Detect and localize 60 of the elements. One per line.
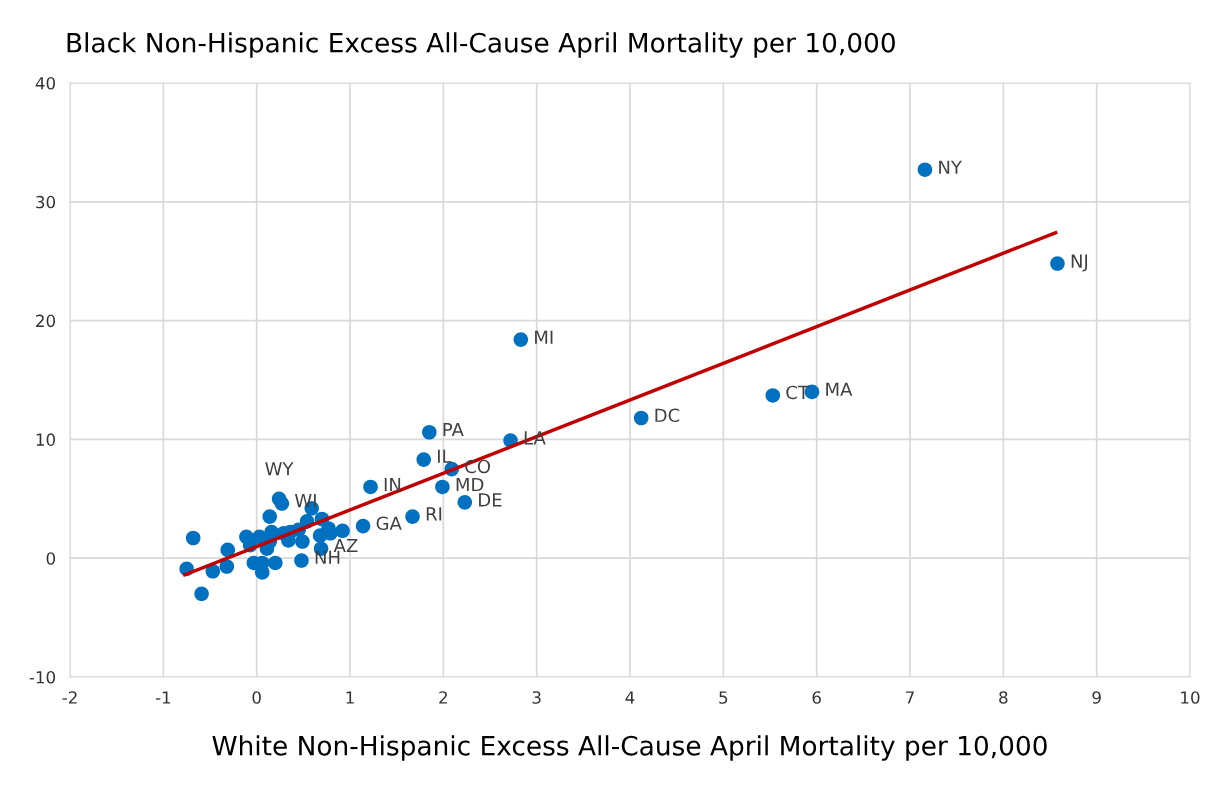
- x-tick-label: 2: [439, 691, 447, 704]
- x-tick-label: 6: [812, 691, 821, 704]
- annotation: IN: [384, 477, 401, 492]
- annotation: CO: [465, 459, 491, 474]
- y-tick-label: 20: [36, 314, 55, 328]
- point: [335, 523, 350, 539]
- annotation: WY: [265, 462, 294, 476]
- x-tick-label: -2: [62, 691, 77, 704]
- point: [513, 332, 529, 347]
- point: [219, 559, 235, 574]
- annotation: RI: [426, 507, 442, 521]
- point: [416, 452, 432, 467]
- point: [220, 542, 236, 558]
- x-tick-label: 7: [906, 691, 914, 704]
- x-tick-label: 4: [625, 691, 635, 704]
- y-tick-label: -10: [29, 670, 56, 684]
- x-axis-title: White Non-Hispanic Excess All-Cause April Mortality per 10,000: [212, 735, 1047, 761]
- x-tick-label: 3: [532, 691, 541, 704]
- x-tick-label: 0: [252, 691, 261, 704]
- y-tick-label: 0: [46, 552, 55, 565]
- annotation: GA: [376, 516, 402, 531]
- annotation: NY: [939, 160, 962, 174]
- point: [422, 424, 437, 440]
- point: [355, 518, 371, 534]
- point: [917, 162, 933, 178]
- x-tick-label: 1: [346, 691, 354, 704]
- point: [268, 555, 283, 571]
- x-tick-label: -1: [155, 691, 171, 704]
- point: [185, 530, 201, 546]
- point: [294, 553, 309, 568]
- point: [633, 410, 649, 426]
- y-tick-label: 40: [35, 76, 55, 90]
- x-tick-label: 9: [1092, 691, 1101, 704]
- point: [262, 509, 278, 524]
- point: [1050, 256, 1065, 271]
- point: [765, 388, 781, 403]
- annotation: PA: [443, 422, 464, 437]
- x-tick-label: 5: [719, 691, 728, 704]
- annotation: IL: [438, 449, 452, 463]
- point: [274, 496, 290, 511]
- point: [457, 495, 473, 510]
- annotation: AZ: [333, 538, 358, 553]
- annotation: MD: [456, 477, 484, 492]
- annotation: MI: [535, 330, 553, 344]
- point: [363, 479, 378, 495]
- x-tick-label: 10: [1181, 691, 1200, 704]
- y-tick-label: 10: [36, 433, 55, 446]
- point: [194, 586, 209, 602]
- point: [435, 479, 450, 495]
- annotation: NJ: [1071, 254, 1088, 272]
- chart-title: Black Non-Hispanic Excess All-Cause April Mortality per 10,000: [67, 32, 895, 58]
- x-tick-label: 8: [999, 691, 1008, 704]
- point: [295, 534, 310, 549]
- annotation: DE: [479, 493, 502, 507]
- annotation: MA: [826, 382, 853, 396]
- annotation: NH: [315, 550, 340, 564]
- annotation: DC: [655, 408, 680, 423]
- point: [405, 509, 420, 524]
- y-tick-label: 30: [36, 195, 55, 209]
- annotation: WI: [294, 493, 316, 508]
